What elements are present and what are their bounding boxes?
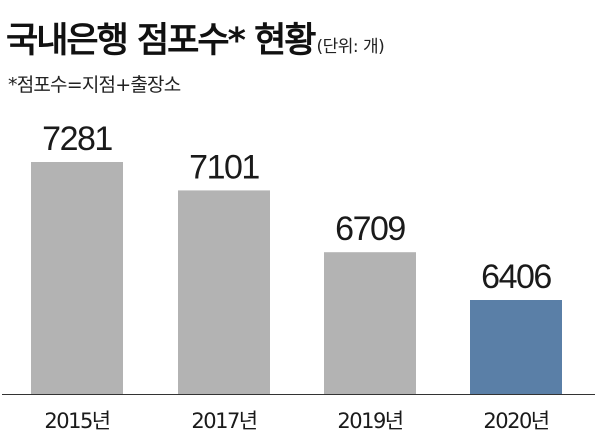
category-label-2015년: 2015년 bbox=[44, 409, 109, 433]
value-labels-group: 7281 7101 6709 6406 bbox=[42, 120, 553, 296]
category-labels-group: 2015년 2017년 2019년 2020년 bbox=[44, 409, 550, 433]
unit-label: (단위: 개) bbox=[316, 37, 385, 57]
bar-2019년 bbox=[324, 252, 416, 394]
value-label-2020년: 6406 bbox=[481, 258, 551, 296]
value-label-2015년: 7281 bbox=[42, 120, 112, 158]
category-label-2020년: 2020년 bbox=[483, 409, 548, 433]
bar-2020년 bbox=[470, 300, 562, 394]
bars-group bbox=[31, 162, 562, 394]
title-row: 국내은행 점포수* 현황 (단위: 개) bbox=[6, 12, 385, 63]
category-label-2017년: 2017년 bbox=[191, 409, 256, 433]
bar-2015년 bbox=[31, 162, 123, 394]
bar-2017년 bbox=[178, 190, 270, 394]
value-label-2017년: 7101 bbox=[189, 148, 259, 186]
footnote: *점포수=지점+출장소 bbox=[8, 74, 181, 96]
chart-title: 국내은행 점포수* 현황 bbox=[6, 21, 316, 61]
category-label-2019년: 2019년 bbox=[337, 409, 402, 433]
value-label-2019년: 6709 bbox=[335, 210, 405, 248]
